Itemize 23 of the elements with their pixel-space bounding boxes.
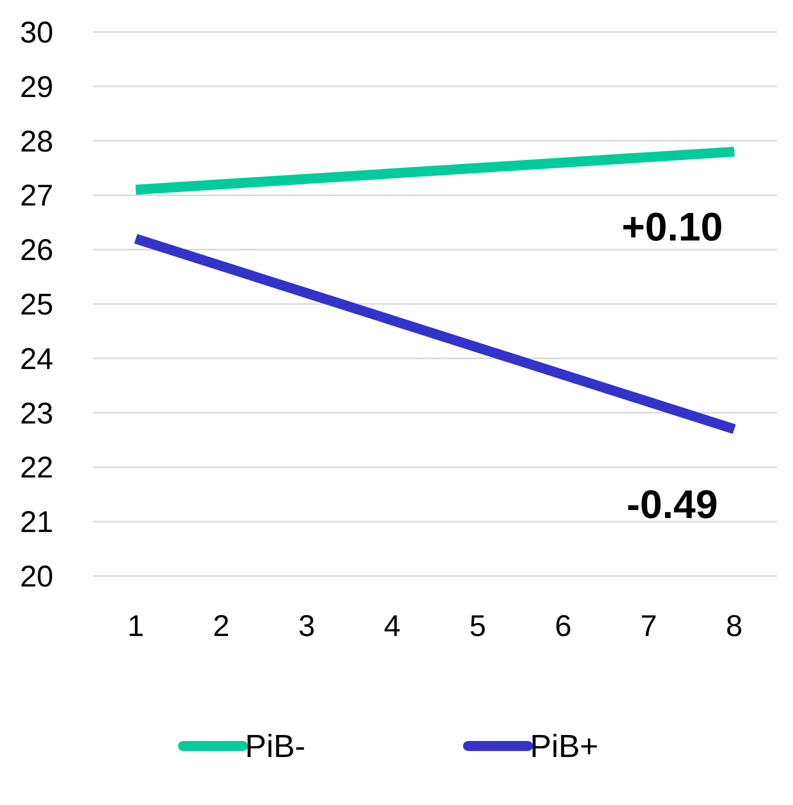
y-tick-label: 27 — [20, 180, 54, 213]
x-tick-label: 4 — [384, 610, 401, 643]
x-tick-label: 7 — [640, 610, 658, 643]
y-tick-label: 20 — [20, 560, 54, 594]
y-tick-label: 25 — [20, 288, 54, 322]
y-tick-label: 21 — [20, 506, 54, 540]
y-tick-label: 24 — [20, 342, 54, 376]
annotation: -0.49 — [626, 483, 718, 528]
x-tick-label: 3 — [298, 610, 316, 643]
y-tick-label: 23 — [20, 397, 54, 430]
x-tick-label: 5 — [469, 610, 486, 643]
legend-label: PiB- — [245, 728, 306, 764]
legend-label: PiB+ — [530, 728, 598, 764]
y-tick-label: 29 — [20, 70, 54, 104]
y-tick-label: 22 — [20, 452, 54, 485]
x-tick-label: 6 — [554, 610, 572, 643]
x-tick-label: 1 — [127, 610, 144, 643]
y-tick-label: 26 — [20, 234, 54, 268]
annotation: +0.10 — [622, 206, 723, 250]
x-tick-label: 8 — [726, 610, 743, 643]
x-tick-label: 2 — [212, 610, 230, 643]
y-tick-label: 30 — [20, 16, 54, 50]
y-tick-label: 28 — [20, 125, 54, 158]
